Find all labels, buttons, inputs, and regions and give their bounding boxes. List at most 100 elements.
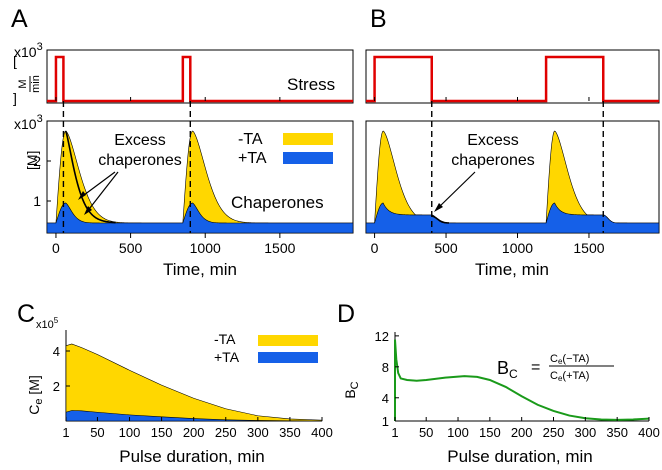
formula-eq: = — [531, 359, 540, 376]
svg-text:min: min — [30, 75, 42, 93]
x-tick-label-a-0: 0 — [52, 240, 60, 256]
x-tick-label-c-350: 350 — [279, 425, 301, 440]
stress-axes-a — [46, 49, 354, 104]
excess-curve-b — [431, 215, 449, 224]
legend-plus-a: +TA — [238, 150, 267, 167]
stress-scale-a: x103 — [14, 41, 43, 60]
annotation-arrow-a1 — [79, 171, 116, 199]
x-tick-label-d-250: 250 — [543, 425, 565, 440]
legend-swatch-minus-a — [283, 133, 333, 145]
x-tick-label-c-50: 50 — [90, 425, 104, 440]
x-tick-label-c-300: 300 — [247, 425, 269, 440]
x-tick-label-b-1500: 1500 — [573, 240, 604, 256]
y-tick-label-a-2: 2 — [33, 153, 41, 169]
x-tick-label-c-200: 200 — [183, 425, 205, 440]
x-tick-label-a-1000: 1000 — [190, 240, 221, 256]
annotation-arrowhead-a2 — [84, 206, 92, 215]
chap-unit-a: [M] — [24, 151, 40, 170]
chap-plot-a — [46, 101, 354, 234]
excess-curve-a — [64, 130, 116, 224]
x-tick-label-c-400: 400 — [311, 425, 333, 440]
annotation-a-line2: chaperones — [98, 152, 182, 169]
annotation-arrow-b — [436, 171, 476, 210]
x-tick-label-b-1000: 1000 — [502, 240, 533, 256]
x-tick-label-a-1500: 1500 — [264, 240, 295, 256]
panel-a: x103 M min [ ] Stress x103 [M] 0 500 1000 1… — [13, 41, 354, 279]
x-tick-label-c-250: 250 — [215, 425, 237, 440]
stress-axes-b — [365, 49, 660, 104]
stress-plot-b — [366, 55, 659, 103]
annotation-arrow-a2 — [85, 171, 119, 214]
stress-line-b — [366, 55, 659, 103]
svg-text:]: ] — [13, 90, 17, 106]
x-tick-label-b-0: 0 — [371, 240, 379, 256]
x-tick-label-c-150: 150 — [151, 425, 173, 440]
svg-text:[: [ — [13, 53, 17, 69]
x-tick-label-d-1: 1 — [391, 425, 398, 440]
x-tick-label-d-100: 100 — [447, 425, 469, 440]
y-tick-label-d-4: 4 — [382, 391, 389, 406]
y-tick-label-d-1: 1 — [382, 414, 389, 429]
bc-formula: BC = Ce(−TA) Ce(+TA) — [497, 353, 614, 383]
chaperones-label-a: Chaperones — [231, 193, 324, 212]
stress-unit-a: M min — [17, 75, 42, 93]
stress-label-a: Stress — [287, 75, 335, 94]
svg-text:M: M — [17, 79, 29, 88]
formula-lhs: BC — [497, 358, 518, 381]
x-tick-label-d-150: 150 — [479, 425, 501, 440]
x-tick-label-c-1: 1 — [62, 425, 69, 440]
legend-swatch-plus-a — [283, 152, 333, 164]
legend-minus-a: -TA — [238, 131, 263, 148]
y-tick-label-d-8: 8 — [382, 360, 389, 375]
x-label-c: Pulse duration, min — [119, 447, 265, 466]
legend-swatch-minus-c — [258, 335, 318, 346]
annotation-arrowhead-a1 — [78, 191, 86, 200]
x-label-a: Time, min — [163, 260, 237, 279]
x-tick-label-a-500: 500 — [119, 240, 143, 256]
annotation-arrowhead-b — [434, 203, 443, 212]
formula-numerator: Ce(−TA) — [550, 353, 589, 366]
legend-plus-c: +TA — [214, 349, 240, 365]
x-label-d: Pulse duration, min — [447, 447, 593, 466]
panel-label-a: A — [11, 5, 28, 33]
plus-ta-area-b — [365, 202, 660, 234]
y-tick-label-c-2: 2 — [53, 379, 60, 394]
x-tick-label-d-300: 300 — [574, 425, 596, 440]
panel-b: 0 500 1000 1500 Time, min Excess chaperones — [365, 49, 660, 279]
x-tick-label-d-400: 400 — [638, 425, 660, 440]
x-tick-label-d-200: 200 — [511, 425, 533, 440]
legend-minus-c: -TA — [214, 331, 236, 347]
bc-line — [394, 339, 650, 421]
series-area-c-0 — [65, 343, 323, 422]
y-tick-label-d-12: 12 — [375, 329, 389, 344]
y-tick-label-c-4: 4 — [53, 344, 60, 359]
annotation-a-line1: Excess — [114, 132, 166, 149]
x-tick-label-c-100: 100 — [119, 425, 141, 440]
x-tick-label-b-500: 500 — [434, 240, 458, 256]
x-tick-label-d-50: 50 — [419, 425, 433, 440]
formula-denominator: Ce(+TA) — [550, 370, 589, 383]
legend-swatch-plus-c — [258, 352, 318, 363]
d-ylabel: BC — [342, 381, 361, 398]
y-tick-label-a-1: 1 — [33, 193, 41, 209]
x-axis-b: 0 500 1000 1500 — [371, 97, 605, 256]
panel-label-d: D — [337, 300, 355, 328]
plus-ta-area-a — [46, 202, 354, 234]
stress-plot-a — [47, 55, 353, 103]
chap-scale-a: x103 — [14, 113, 43, 132]
stress-line-a — [47, 55, 353, 103]
chap-plot-b — [365, 101, 660, 234]
x-axis-a: 0 500 1000 1500 — [52, 97, 296, 256]
x-label-b: Time, min — [475, 260, 549, 279]
y-axis-a: 12 — [33, 153, 51, 209]
panel-label-b: B — [370, 5, 387, 33]
x-tick-label-d-350: 350 — [606, 425, 628, 440]
c-ylabel: Ce [M] — [26, 375, 45, 415]
panel-label-c: C — [17, 300, 35, 328]
annotation-b-line1: Excess — [467, 132, 519, 149]
